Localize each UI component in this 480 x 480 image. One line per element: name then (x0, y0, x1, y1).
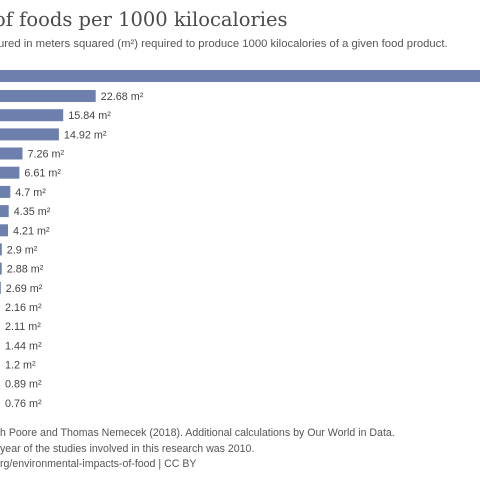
bar (0, 205, 9, 218)
source-link[interactable]: rg/environmental-impacts-of-food | CC BY (0, 458, 197, 470)
chart-title: of foods per 1000 kilocalories (0, 8, 288, 31)
bar (0, 185, 11, 198)
bar-value-label: 4.35 m² (14, 206, 51, 218)
bar-value-label: 1.2 m² (5, 360, 36, 372)
bar-value-label: 2.88 m² (7, 264, 44, 276)
bar-value-label: 0.76 m² (5, 398, 42, 410)
bar (0, 243, 2, 256)
bar-value-label: 4.21 m² (13, 225, 50, 237)
bar-value-label: 2.9 m² (7, 244, 38, 256)
bar (0, 90, 96, 102)
bar (0, 109, 64, 122)
source-line: h Poore and Thomas Nemecek (2018). Addit… (0, 427, 395, 439)
top-bar-cropped (0, 70, 480, 82)
bar-value-label: 1.44 m² (5, 340, 42, 352)
bar (0, 262, 2, 275)
sources-note: h Poore and Thomas Nemecek (2018). Addit… (0, 426, 480, 473)
bar-value-label: 0.89 m² (5, 379, 42, 391)
bar-value-label: 22.68 m² (101, 91, 144, 103)
bar (0, 147, 23, 160)
chart-subtitle: ured in meters squared (m²) required to … (0, 38, 448, 50)
bar-value-label: 4.7 m² (15, 187, 46, 199)
bar-value-label: 2.69 m² (6, 283, 43, 295)
bars-group: 22.68 m² 15.84 m² 14.92 m² 7.26 m² 6.61 m² 4.… (0, 90, 144, 410)
bar (0, 128, 59, 141)
bar-value-label: 15.84 m² (68, 110, 111, 122)
bar-value-label: 7.26 m² (28, 149, 65, 161)
bar (0, 224, 8, 237)
bar-value-label: 2.11 m² (5, 321, 41, 333)
bar (0, 166, 20, 179)
source-year-line: year of the studies involved in this res… (0, 442, 255, 455)
bar-chart: 22.68 m² 15.84 m² 14.92 m² 7.26 m² 6.61 m² 4.… (0, 70, 480, 410)
bar (0, 281, 1, 294)
bar-value-label: 14.92 m² (64, 129, 107, 141)
bar-value-label: 2.16 m² (5, 302, 42, 314)
bar-value-label: 6.61 m² (24, 168, 61, 180)
